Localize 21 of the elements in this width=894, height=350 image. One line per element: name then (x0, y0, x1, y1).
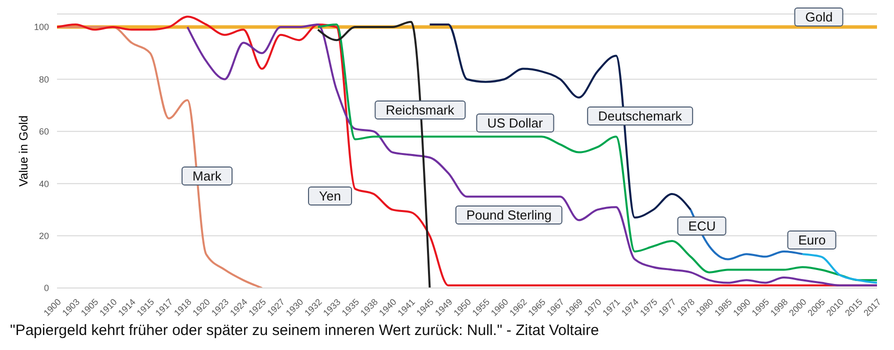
y-tick-label: 40 (38, 178, 49, 189)
series-label: Mark (182, 166, 232, 186)
series-label: Euro (787, 230, 837, 250)
line-series (57, 26, 263, 288)
series-label: Pound Sterling (455, 206, 563, 224)
series-label: Yen (308, 186, 352, 206)
series-label: US Dollar (476, 114, 554, 132)
y-tick-label: 60 (38, 126, 49, 137)
text: "Papiergeld kehrt früher oder später zu seinem inneren Wert zurück: Null." - Zitat Voltaire (10, 322, 600, 339)
y-tick-label: 20 (38, 231, 49, 242)
series-label: Gold (794, 8, 844, 26)
series-label: Reichsmark (374, 100, 466, 120)
y-tick-label: 0 (44, 283, 49, 294)
line-series (186, 23, 877, 286)
line-series (316, 23, 877, 282)
y-tick-label: 100 (34, 22, 49, 32)
line-series (801, 253, 877, 284)
y-axis-title: Value in Gold (16, 115, 30, 187)
y-tick-label: 80 (38, 74, 49, 84)
series-label: Deutschemark (587, 106, 693, 126)
series-label: ECU (677, 216, 727, 236)
